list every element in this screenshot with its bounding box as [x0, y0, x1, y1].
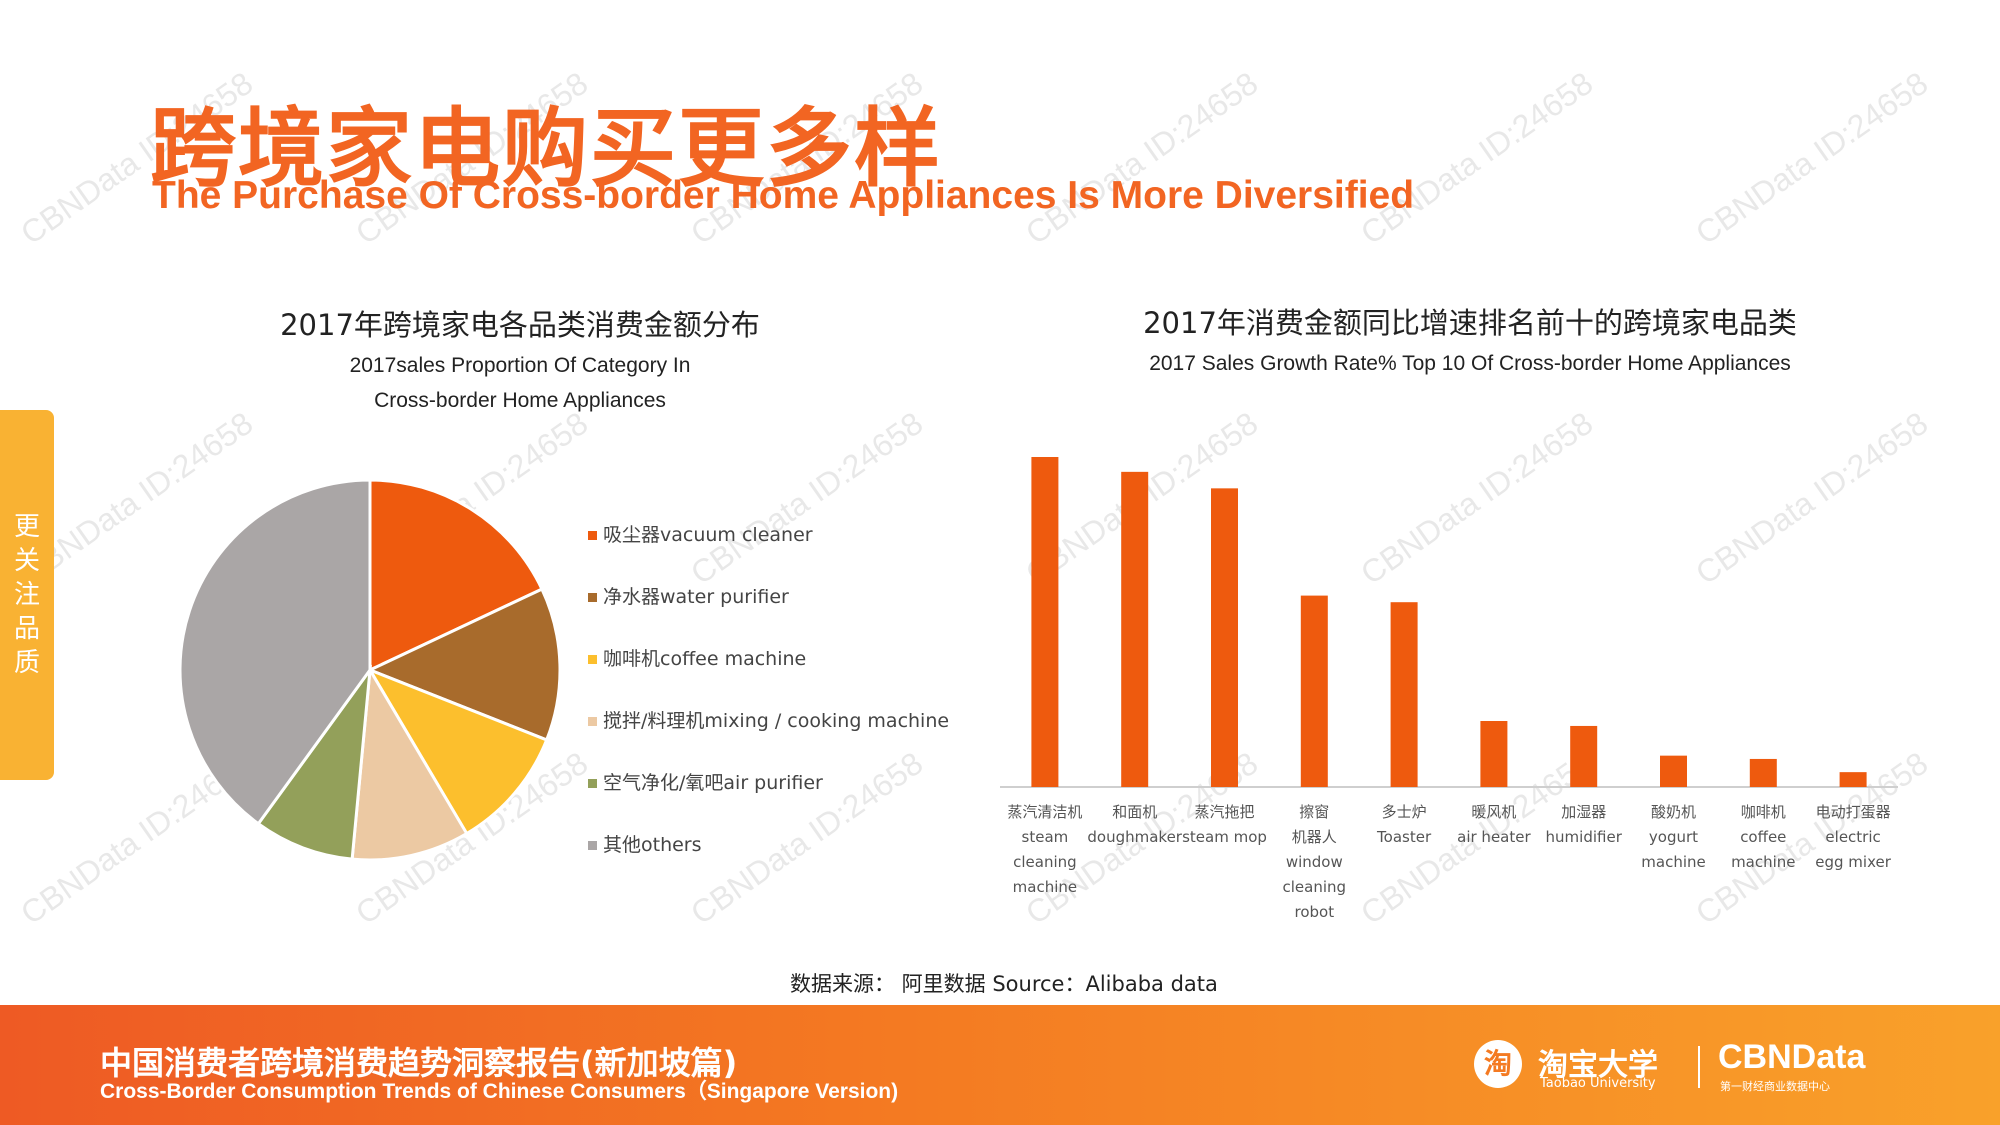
x-tick-label: cleaning: [1283, 878, 1347, 896]
bar: [1211, 488, 1238, 787]
bar: [1570, 725, 1598, 787]
bar: [1121, 471, 1149, 787]
logo-divider: [1698, 1046, 1700, 1088]
pie-slice: [178, 478, 372, 826]
legend-swatch: [588, 717, 597, 726]
legend-item: 净水器water purifier: [588, 582, 789, 610]
x-tick-label: 加湿器: [1561, 803, 1606, 821]
data-source: 数据来源： 阿里数据 Source：Alibaba data: [790, 972, 1218, 996]
bar: [1300, 595, 1328, 787]
x-tick-label: window: [1286, 853, 1343, 871]
legend-label: 吸尘器vacuum cleaner: [603, 524, 813, 546]
watermark-text: CBNData ID:24658: [1019, 64, 1265, 252]
taobao-university-logo-en: Taobao University: [1540, 1076, 1656, 1091]
x-tick-label: 电动打蛋器: [1816, 803, 1891, 821]
pie-slice: [368, 478, 544, 673]
legend-label: 搅拌/料理机mixing / cooking machine: [603, 710, 950, 732]
bar-chart-title: 2017年消费金额同比增速排名前十的跨境家电品类: [1143, 306, 1797, 340]
x-tick-label: humidifier: [1546, 828, 1623, 846]
bar: [1749, 758, 1777, 787]
legend-label: 咖啡机coffee machine: [603, 648, 807, 670]
x-tick-label: 蒸汽清洁机: [1007, 803, 1082, 821]
pie-chart-subtitle-line2: Cross-border Home Appliances: [374, 389, 666, 412]
legend-label: 空气净化/氧吧air purifier: [603, 772, 823, 794]
x-tick-label: 酸奶机: [1651, 803, 1696, 821]
footer-subtitle: Cross-Border Consumption Trends of Chine…: [100, 1080, 899, 1103]
bar: [1839, 772, 1867, 787]
x-tick-label: Toaster: [1376, 828, 1432, 846]
pie-slice: [350, 665, 469, 862]
legend-item: 吸尘器vacuum cleaner: [588, 520, 813, 548]
legend-item: 咖啡机coffee machine: [588, 644, 806, 672]
legend-item: 搅拌/料理机mixing / cooking machine: [588, 706, 949, 734]
bar-chart: 蒸汽清洁机 steam cleaning machine 和面机 doughmaker 蒸汽…: [1000, 457, 1898, 921]
cbndata-logo-sub: 第一财经商业数据中心: [1720, 1080, 1830, 1093]
watermark-text: CBNData ID:24658: [1354, 64, 1600, 252]
x-tick-label: steam mop: [1182, 828, 1267, 846]
x-tick-label: 暖风机: [1471, 803, 1516, 821]
x-tick-label: 机器人: [1292, 828, 1337, 846]
pie-slice: [256, 664, 373, 861]
x-tick-label: doughmaker: [1087, 828, 1182, 846]
x-tick-label: 和面机: [1112, 803, 1157, 821]
pie-slice: [366, 587, 562, 742]
page-title: 跨境家电购买更多样: [150, 99, 942, 199]
x-tick-label: 多士炉: [1382, 803, 1427, 821]
x-tick-label: yogurt: [1649, 828, 1698, 846]
x-tick-label: 咖啡机: [1741, 803, 1786, 821]
x-tick-label: 擦窗: [1299, 803, 1329, 821]
footer-banner: [0, 1005, 2000, 1125]
legend-item: 其他others: [588, 830, 702, 858]
x-tick-label: coffee: [1740, 828, 1786, 846]
x-tick-label: machine: [1641, 853, 1705, 871]
x-tick-label: cleaning: [1013, 853, 1077, 871]
x-tick-label: machine: [1013, 878, 1077, 896]
cbndata-logo: CBNData: [1718, 1038, 1866, 1076]
watermark-text: CBNData ID:24658: [684, 404, 930, 592]
x-tick-label: air heater: [1457, 828, 1531, 846]
legend-swatch: [588, 841, 597, 850]
pie-chart-title: 2017年跨境家电各品类消费金额分布: [280, 308, 760, 342]
footer-title: 中国消费者跨境消费趋势洞察报告(新加坡篇): [100, 1044, 738, 1082]
legend-label: 净水器water purifier: [603, 586, 789, 608]
legend-label: 其他others: [603, 834, 702, 856]
x-tick-label: electric: [1825, 828, 1880, 846]
bar-chart-subtitle: 2017 Sales Growth Rate% Top 10 Of Cross-…: [1149, 352, 1791, 375]
x-tick-label: 蒸汽拖把: [1194, 803, 1254, 821]
x-tick-label: robot: [1294, 903, 1334, 921]
watermark-text: CBNData ID:24658: [1689, 64, 1935, 252]
legend-swatch: [588, 531, 597, 540]
bar: [1660, 755, 1687, 787]
taobao-logo-icon: 淘: [1474, 1040, 1522, 1088]
pie-chart-subtitle-line1: 2017sales Proportion Of Category In: [349, 354, 691, 377]
x-tick-label: steam: [1022, 828, 1069, 846]
pie-slice: [366, 666, 549, 836]
legend-swatch: [588, 593, 597, 602]
x-tick-label: machine: [1731, 853, 1795, 871]
bar: [1480, 721, 1508, 787]
legend-item: 空气净化/氧吧air purifier: [588, 768, 823, 796]
bar: [1031, 457, 1059, 787]
pie-chart: [178, 478, 562, 862]
x-tick-label: egg mixer: [1815, 853, 1891, 871]
legend-swatch: [588, 779, 597, 788]
legend-swatch: [588, 655, 597, 664]
bar: [1390, 602, 1418, 787]
taobao-university-logo: 淘宝大学: [1538, 1048, 1658, 1083]
side-tab-label: 更关注品质: [13, 512, 40, 678]
side-tab[interactable]: 更关注品质: [0, 410, 54, 780]
page-subtitle: The Purchase Of Cross-border Home Applia…: [152, 174, 1415, 217]
